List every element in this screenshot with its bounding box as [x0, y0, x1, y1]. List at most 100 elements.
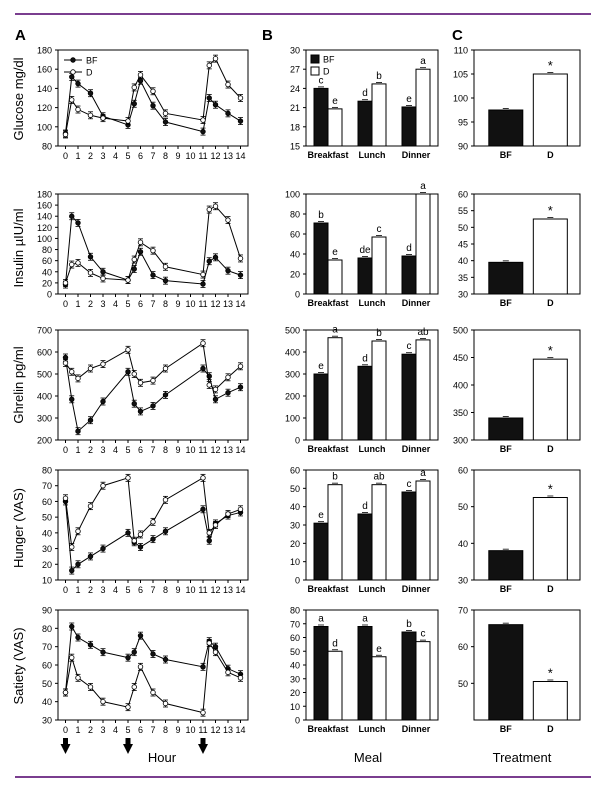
panel-c-satiety-ytick-label: 60	[458, 642, 468, 652]
panel-c-insulin-ytick-label: 40	[458, 256, 468, 266]
panel-b-insulin-bar-bf	[313, 222, 329, 295]
panel-label-c: C	[452, 27, 463, 44]
panel-a-hunger-point-d	[100, 483, 106, 489]
panel-a-ghrelin-xtick-label: 1	[75, 445, 80, 455]
panel-b-insulin-bar-d	[371, 236, 387, 295]
panel-a-hunger-xtick-label: 6	[138, 585, 143, 595]
panel-a-hunger-point-bf	[150, 536, 156, 542]
panel-b-satiety-ytick-label: 20	[290, 688, 300, 698]
panel-b-satiety-bar-bf	[357, 626, 373, 721]
panel-b-satiety-ytick-label: 70	[290, 619, 300, 629]
panel-a-ghrelin-point-d	[87, 365, 94, 372]
panel-b-satiety-sig-letter: e	[376, 644, 382, 655]
panel-a-satiety-xtick-label: 8	[163, 725, 168, 735]
panel-b-ghrelin-bar-d	[327, 337, 343, 441]
panel-a-satiety-xtick-label: 7	[150, 725, 155, 735]
panel-a-glucose-xtick-label: 8	[163, 151, 168, 161]
legend-label-d: D	[86, 68, 93, 78]
panel-a-satiety-xtick-label: 10	[185, 725, 195, 735]
panel-b-satiety-bar-d	[415, 641, 431, 721]
xlabel-meal: Meal	[354, 750, 382, 765]
panel-a-ghrelin-xtick-label: 4	[113, 445, 118, 455]
panel-a-insulin-ytick-label: 160	[37, 201, 52, 211]
panel-b-glucose-sig-letter: e	[406, 94, 412, 105]
panel-a-insulin-xtick-label: 9	[175, 299, 180, 309]
panel-b-ghrelin-bar-bf	[357, 365, 373, 441]
panel-b-insulin-category-label: Lunch	[359, 298, 386, 308]
panel-c-glucose: 90 95 100 105 110 BF D *	[453, 46, 581, 160]
panel-c-satiety-ytick-label: 50	[458, 679, 468, 689]
panel-a-satiety-point-bf	[131, 649, 137, 655]
panel-a-ghrelin-ytick-label: 500	[37, 370, 52, 380]
panel-c-hunger-ytick-label: 50	[458, 502, 468, 512]
panel-b-insulin-ytick-label: 20	[290, 270, 300, 280]
panel-a-hunger-point-bf	[87, 553, 94, 560]
panel-b-hunger-sig-letter: e	[318, 510, 324, 521]
panel-a-ghrelin-point-d	[69, 369, 75, 375]
meal-arrow-icon	[123, 744, 133, 754]
panel-a-insulin-xtick-label: 4	[113, 299, 118, 309]
panel-c-hunger-ytick-label: 30	[458, 576, 468, 586]
panel-a-ghrelin-ytick-label: 600	[37, 348, 52, 358]
panel-b-ghrelin-category-label: Lunch	[359, 444, 386, 454]
panel-a-satiety-frame	[57, 609, 249, 721]
panel-a-ghrelin-point-bf	[150, 403, 156, 409]
panel-a-insulin-xtick-label: 1	[75, 299, 80, 309]
panel-a-ghrelin-point-bf	[69, 396, 75, 402]
panel-b-insulin-bar-d	[327, 259, 343, 295]
panel-b-ghrelin-ytick-label: 0	[295, 436, 300, 446]
panel-b-satiety-bar-bf	[313, 626, 329, 721]
panel-a-hunger-point-d	[87, 503, 94, 509]
panel-a-insulin-xtick-label: 11	[198, 299, 207, 309]
panel-b-glucose-bar-bf	[401, 106, 417, 147]
panel-a-satiety-xtick-label: 11	[198, 725, 207, 735]
panel-a-hunger-ytick-label: 10	[42, 576, 52, 586]
panel-a-hunger-point-bf	[100, 545, 106, 552]
panel-a-hunger-xtick-label: 14	[235, 585, 245, 595]
panel-a-satiety-point-bf	[100, 649, 106, 655]
panel-a-glucose-xtick-label: 10	[185, 151, 195, 161]
panel-a-hunger-xtick-label: 3	[100, 585, 105, 595]
panel-a-hunger-point-d	[212, 522, 219, 528]
panel-a-insulin-point-d	[237, 255, 244, 262]
panel-b-ghrelin: 0 100 200 300 400 500 Breakfast e a Lunch d b Dinner…	[285, 325, 439, 454]
panel-a-insulin-point-d	[200, 271, 206, 278]
panel-a-ghrelin-ytick-label: 300	[37, 414, 52, 424]
panel-a-insulin-point-bf	[206, 258, 212, 264]
panel-b-hunger-sig-letter: a	[420, 468, 426, 479]
panel-a-insulin-point-d	[131, 256, 137, 263]
panel-c-ghrelin-bar-d	[532, 358, 568, 441]
panel-c-ghrelin-sig-star: *	[548, 343, 553, 358]
meal-arrow-stem	[200, 738, 206, 745]
panel-a-hunger-xtick-label: 5	[125, 585, 130, 595]
panel-b-insulin-ytick-label: 40	[290, 250, 300, 260]
panel-b-hunger: 0 10 20 30 40 50 60 Breakfast e b Lunch d ab Dinner ca	[290, 466, 439, 594]
panel-b-insulin-sig-letter: de	[359, 245, 371, 256]
panel-a-hunger-point-d	[137, 531, 144, 538]
panel-a-insulin-point-bf	[87, 254, 94, 260]
panel-a-insulin-point-d	[69, 261, 75, 268]
panel-b-satiety-category-label: Breakfast	[307, 724, 348, 734]
panel-a-satiety-point-bf	[87, 642, 94, 648]
panel-a-glucose-xtick-label: 1	[75, 151, 80, 161]
panel-a-insulin-ytick-label: 80	[42, 245, 52, 255]
panel-a-glucose-ytick-label: 120	[37, 103, 52, 113]
panel-c-satiety-frame	[473, 609, 581, 721]
panel-c-insulin-ytick-label: 45	[458, 240, 468, 250]
panel-a-hunger-xtick-label: 10	[185, 585, 195, 595]
panel-a-glucose-point-d	[212, 55, 219, 62]
legend-label-bf: BF	[86, 56, 98, 66]
legend-label-d: D	[323, 67, 330, 77]
panel-b-ghrelin-ytick-label: 200	[285, 392, 300, 402]
panel-a-hunger-xtick-label: 2	[88, 585, 93, 595]
panel-a-satiety-ytick-label: 30	[42, 716, 52, 726]
panel-b-ghrelin-bar-d	[415, 339, 431, 441]
panel-b-hunger-sig-letter: d	[362, 501, 368, 512]
panel-c-insulin-category-label: D	[547, 298, 554, 308]
panel-b-satiety-ytick-label: 10	[290, 702, 300, 712]
panel-b-hunger-category-label: Breakfast	[307, 584, 348, 594]
panel-b-ghrelin-bar-d	[371, 340, 387, 441]
panel-b-insulin-sig-letter: c	[377, 224, 382, 235]
panel-a-satiety-point-bf	[125, 654, 131, 661]
